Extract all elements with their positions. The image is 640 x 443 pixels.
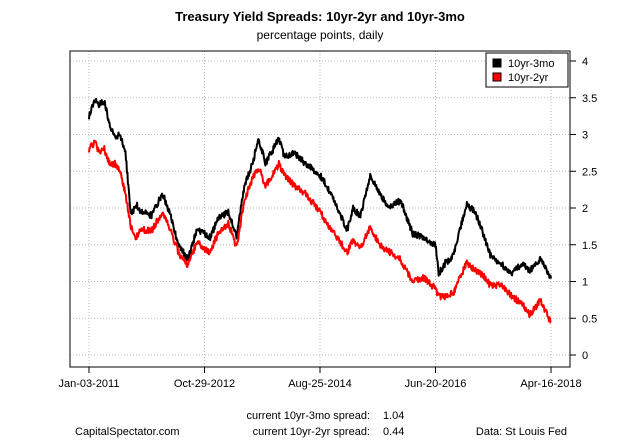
- series-line-10yr-2yr: [88, 139, 552, 324]
- legend-label-10yr-3mo: 10yr-3mo: [508, 58, 554, 70]
- x-axis: Jan-03-2011 Oct-29-2012 Aug-25-2014 Jun-20-…: [59, 367, 582, 390]
- legend-swatch-10yr-2yr: [492, 72, 502, 82]
- x-tick-label: Oct-29-2012: [174, 378, 235, 390]
- y-tick-label: 4: [582, 56, 588, 68]
- y-tick-label: 1.5: [582, 240, 597, 252]
- y-tick-label: 0: [582, 350, 588, 362]
- chart-subtitle: percentage points, daily: [257, 28, 384, 42]
- legend: 10yr-3mo 10yr-2yr: [485, 52, 569, 88]
- chart-title: Treasury Yield Spreads: 10yr-2yr and 10y…: [175, 9, 465, 24]
- x-tick-label: Apr-16-2018: [520, 378, 581, 390]
- x-tick-label: Aug-25-2014: [288, 378, 352, 390]
- legend-swatch-10yr-3mo: [492, 58, 502, 68]
- current-3mo-label: current 10yr-3mo spread:: [247, 410, 371, 422]
- current-3mo-value: 1.04: [383, 410, 404, 422]
- footer: CapitalSpectator.com current 10yr-3mo sp…: [75, 410, 567, 438]
- x-tick-label: Jan-03-2011: [59, 378, 120, 390]
- x-tick-label: Jun-20-2016: [405, 378, 467, 390]
- y-tick-label: 2.5: [582, 166, 597, 178]
- y-tick-label: 1: [582, 277, 588, 289]
- y-tick-label: 0.5: [582, 313, 597, 325]
- legend-label-10yr-2yr: 10yr-2yr: [508, 72, 549, 84]
- series-line-10yr-3mo: [88, 97, 552, 279]
- footer-source-right: Data: St Louis Fed: [476, 426, 567, 438]
- series-lines: [88, 97, 552, 324]
- y-axis: 0 0.5 1 1.5 2 2.5 3 3.5 4: [570, 56, 597, 362]
- footer-source-left: CapitalSpectator.com: [75, 426, 180, 438]
- current-2yr-value: 0.44: [383, 426, 404, 438]
- y-tick-label: 2: [582, 203, 588, 215]
- y-tick-label: 3: [582, 130, 588, 142]
- y-tick-label: 3.5: [582, 93, 597, 105]
- current-2yr-label: current 10yr-2yr spread:: [253, 426, 370, 438]
